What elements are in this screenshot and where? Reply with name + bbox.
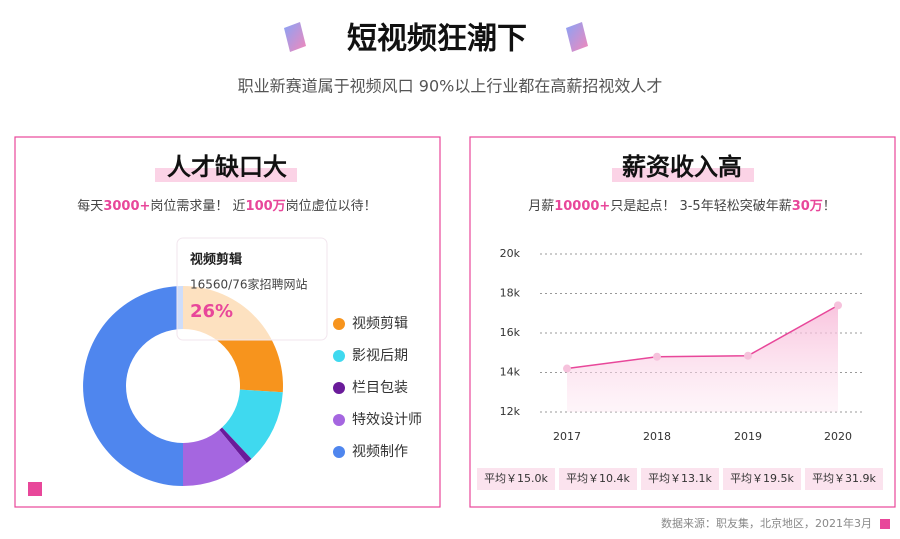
subtitle-part: 月薪 <box>528 199 554 214</box>
y-tick-label: 20k <box>500 247 521 260</box>
footer: 数据来源：职友集，北京地区，2021年3月 <box>661 516 872 530</box>
legend-label: 特效设计师 <box>352 412 422 428</box>
panel-title: 薪资收入高 <box>622 153 742 181</box>
legend-marker <box>333 414 345 426</box>
average-label: 平均￥13.1k <box>648 472 712 485</box>
point <box>563 364 571 373</box>
value-label: 26% <box>190 301 233 322</box>
y-tick-label: 16k <box>500 326 521 339</box>
legend-marker <box>333 350 345 362</box>
legend-label: 视频制作 <box>352 444 408 460</box>
legend-label: 栏目包装 <box>352 380 408 396</box>
legend-label: 影视后期 <box>352 348 408 364</box>
panel-title: 人才缺口大 <box>167 153 287 181</box>
panel-subtitle: 月薪10000+只是起点！ 3-5年轻松突破年薪30万！ <box>528 198 836 214</box>
average-label: 平均￥19.5k <box>730 472 794 485</box>
average-box <box>641 468 719 490</box>
legend-marker <box>333 382 345 394</box>
legend-marker <box>333 446 345 458</box>
average-box <box>805 468 883 490</box>
subtitle-part: 只是起点！ 3-5年轻松突破年薪 <box>610 198 791 214</box>
subtitle-part: 100万 <box>246 199 286 214</box>
point <box>653 352 661 361</box>
donut-segment <box>183 429 247 486</box>
x-tick-label: 2019 <box>734 430 762 443</box>
subtitle-part: 岗位需求量！ 近 <box>150 199 245 214</box>
x-tick-label: 2018 <box>643 430 671 443</box>
point <box>744 351 752 360</box>
subtitle-part: 30万 <box>792 199 823 214</box>
legend-label: 视频剪辑 <box>352 316 408 332</box>
title-icon <box>566 22 588 52</box>
subtitle-part: ！ <box>823 199 836 214</box>
tooltip-detail: 16560/76家招聘网站 <box>190 277 308 292</box>
subtitle-part: 每天 <box>77 198 103 214</box>
page-title: 短视频狂潮下 <box>347 22 527 57</box>
legend-marker <box>333 318 345 330</box>
x-tick-label: 2020 <box>824 430 852 443</box>
donut-segment <box>83 286 183 486</box>
title-highlight <box>155 168 297 182</box>
donut-segment <box>222 389 283 459</box>
y-tick-label: 12k <box>500 405 521 418</box>
tooltip <box>176 237 328 341</box>
panel <box>14 136 441 508</box>
decoration <box>880 519 890 529</box>
average-label: 平均￥31.9k <box>812 472 876 485</box>
y-tick-label: 14k <box>500 366 521 379</box>
donut-segment <box>219 427 252 464</box>
title-highlight <box>612 168 754 182</box>
subtitle-part: 10000+ <box>554 199 610 214</box>
panel-subtitle: 每天3000+岗位需求量！ 近100万岗位虚位以待！ <box>77 198 376 214</box>
page-subtitle: 职业新赛道属于视频风口 90%以上行业都在高薪招视效人才 <box>238 77 663 96</box>
average-box <box>477 468 555 490</box>
line <box>566 304 839 370</box>
x-tick-label: 2017 <box>553 430 581 443</box>
panel <box>469 136 896 508</box>
average-label: 平均￥10.4k <box>566 472 630 485</box>
average-box <box>559 468 637 490</box>
point <box>834 301 842 310</box>
average-label: 平均￥15.0k <box>484 472 548 485</box>
y-tick-label: 18k <box>500 287 521 300</box>
subtitle-part: 3000+ <box>103 199 150 214</box>
area <box>567 305 838 412</box>
title-icon <box>284 22 306 52</box>
subtitle-part: 岗位虚位以待！ <box>286 199 377 214</box>
tooltip-title: 视频剪辑 <box>190 252 242 268</box>
decoration <box>28 482 42 496</box>
average-box <box>723 468 801 490</box>
